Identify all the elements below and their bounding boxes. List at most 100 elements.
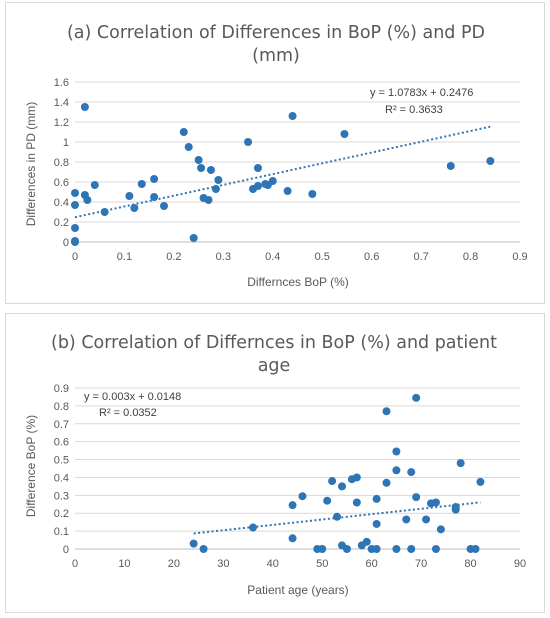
data-point [211,185,220,193]
data-point [382,407,391,416]
y-tick-label: 0.6 [54,177,69,189]
data-point [352,473,361,482]
data-point [412,493,421,502]
x-tick-label: 0.1 [117,251,132,263]
y-tick-label: 0.8 [54,401,69,413]
y-tick-label: 0.5 [54,455,69,467]
data-point [288,112,297,120]
data-point [372,545,381,553]
data-point [476,477,485,486]
x-tick-label: 40 [267,558,279,570]
data-point [268,177,277,185]
data-point [486,157,495,165]
chart-a-trend-equation: y = 1.0783x + 0.2476 [370,87,473,99]
data-point [451,502,460,511]
data-point [382,478,391,487]
data-point [199,545,208,553]
data-point [362,537,371,546]
data-point [298,492,307,501]
data-point [328,477,337,486]
data-point [412,393,421,402]
data-point [71,237,79,245]
y-tick-label: 0.4 [54,197,69,209]
y-tick-label: 0.2 [54,217,69,229]
data-point [189,234,198,242]
chart-panel-a: (a) Correlation of Differences in BoP (%… [5,2,545,304]
x-tick-label: 0.8 [463,251,478,263]
data-point [194,156,203,164]
data-point [206,166,215,174]
data-point [80,103,89,111]
data-point [283,187,292,195]
data-point [392,466,401,475]
x-tick-label: 0.9 [512,251,527,263]
x-tick-label: 60 [366,558,378,570]
chart-a-title-line-1: (a) Correlation of Differences in BoP (%… [67,23,485,43]
chart-a-trend-r2: R² = 0.3633 [385,104,443,116]
data-point [249,523,257,532]
x-tick-label: 30 [217,558,229,570]
data-point [160,202,168,210]
data-point [71,201,79,209]
data-point [446,162,455,170]
data-point [372,494,381,503]
data-point [184,143,193,151]
data-point [100,208,109,216]
data-point [318,545,327,553]
data-point [150,193,159,201]
data-point [342,545,351,553]
y-tick-label: 0.9 [54,383,69,395]
x-tick-label: 0.4 [265,251,280,263]
x-tick-label: 70 [415,558,427,570]
chart-b-trend-equation: y = 0.003x + 0.0148 [84,391,181,403]
data-point [407,468,416,477]
x-tick-label: 20 [168,558,180,570]
y-tick-label: 0.8 [54,157,69,169]
y-tick-label: 0 [63,544,69,556]
data-point [471,545,480,553]
x-tick-label: 0.7 [413,251,428,263]
data-point [340,130,349,138]
x-tick-label: 0 [72,558,78,570]
y-tick-label: 1 [63,137,69,149]
x-tick-label: 0.5 [315,251,330,263]
data-point [407,545,416,553]
data-point [204,196,213,204]
data-point [288,534,297,543]
y-tick-label: 0.4 [54,472,69,484]
data-point [402,515,411,524]
data-point [456,459,465,468]
data-point [392,447,401,456]
data-point [137,180,146,188]
data-point [83,196,92,204]
y-tick-label: 0.3 [54,490,69,502]
y-tick-label: 1.6 [54,77,69,89]
data-point [197,164,206,172]
x-tick-label: 10 [118,558,130,570]
chart-a-svg: (a) Correlation of Differences in BoP (%… [24,23,528,289]
data-point [338,482,346,491]
y-tick-label: 0.6 [54,437,69,449]
data-point [253,164,262,172]
chart-b-y-axis-title: Difference BoP (%) [24,415,38,517]
y-tick-label: 1.4 [54,97,69,109]
x-tick-label: 0.6 [364,251,379,263]
data-point [71,224,79,232]
data-point [422,515,431,524]
y-tick-label: 0.7 [54,419,69,431]
data-point [71,189,79,197]
data-point [150,175,159,183]
chart-b-title-line-1: (b) Correlation of Differnces in BoP (%)… [51,333,497,353]
y-tick-label: 0.2 [54,508,69,520]
data-point [333,512,342,521]
y-tick-label: 0.1 [54,526,69,538]
data-point [323,496,332,505]
y-tick-label: 0 [63,237,69,249]
x-tick-label: 50 [316,558,328,570]
trendline [74,125,491,219]
data-point [125,192,134,200]
y-tick-label: 1.2 [54,117,69,129]
data-point [392,545,401,553]
chart-b-x-axis-title: Patient age (years) [247,583,348,597]
data-point [308,190,317,198]
